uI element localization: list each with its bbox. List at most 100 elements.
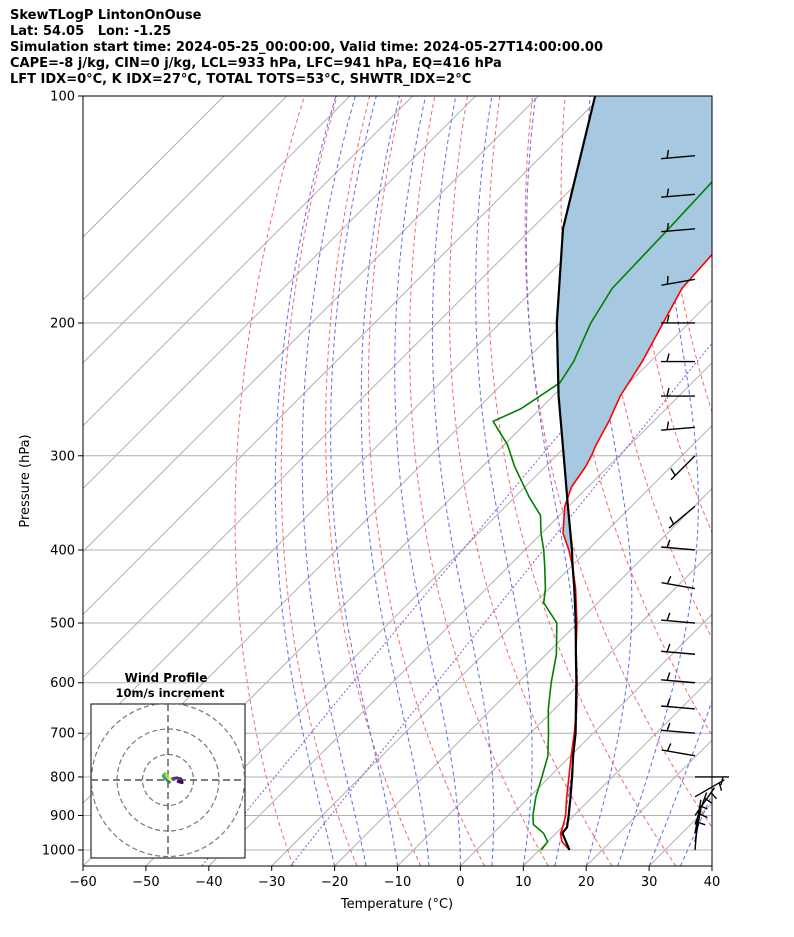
chart-location: Lat: 54.05 Lon: -1.25 bbox=[10, 24, 172, 39]
chart-title: SkewTLogP LintonOnOuse bbox=[10, 8, 202, 23]
wind-barb bbox=[661, 314, 695, 324]
dry-adiabat bbox=[524, 96, 712, 829]
x-tick-label: −40 bbox=[195, 875, 222, 890]
dry-adiabat bbox=[761, 96, 794, 866]
y-tick-label: 400 bbox=[50, 543, 75, 558]
cape-shading bbox=[557, 96, 712, 563]
moist-adiabat bbox=[617, 96, 699, 866]
moist-adiabat bbox=[431, 96, 495, 866]
isotherm-gridline bbox=[334, 487, 712, 866]
moist-adiabat bbox=[330, 96, 398, 866]
x-tick-label: −60 bbox=[69, 875, 96, 890]
wind-barb bbox=[661, 222, 696, 233]
x-tick-label: −50 bbox=[132, 875, 159, 890]
wind-barbs bbox=[661, 149, 729, 851]
isotherm-gridline bbox=[83, 96, 476, 490]
wind-barb bbox=[661, 421, 696, 431]
chart-other-indices: LFT IDX=0°C, K IDX=27°C, TOTAL TOTS=53°C… bbox=[10, 72, 472, 87]
y-tick-label: 1000 bbox=[42, 844, 75, 859]
dry-adiabat bbox=[280, 96, 358, 866]
isotherm-gridline bbox=[83, 96, 414, 427]
dry-adiabat bbox=[325, 96, 422, 866]
y-tick-label: 200 bbox=[50, 316, 75, 331]
x-tick-label: 30 bbox=[641, 875, 658, 890]
moist-adiabat bbox=[648, 699, 712, 866]
isotherm-gridline bbox=[397, 550, 712, 866]
moist-adiabat bbox=[360, 96, 430, 866]
data-layer bbox=[492, 96, 712, 851]
y-tick-label: 600 bbox=[50, 676, 75, 691]
mixing-ratio-line bbox=[201, 251, 712, 866]
y-tick-label: 100 bbox=[50, 90, 75, 105]
dry-adiabat bbox=[234, 96, 305, 866]
wind-barb bbox=[661, 698, 696, 710]
hodograph-title: Wind Profile bbox=[125, 671, 208, 685]
wind-barb bbox=[694, 792, 712, 825]
wind-barb bbox=[661, 275, 696, 286]
axes: −60 −50 −40 −30 −20 −10 0 10 20 30 40 100 200 300 400 5… bbox=[42, 90, 720, 891]
parcel-profile-line bbox=[555, 96, 597, 851]
wind-barb bbox=[694, 779, 725, 798]
isotherm-gridline bbox=[522, 676, 712, 866]
x-tick-label: −10 bbox=[384, 875, 411, 890]
wind-barb bbox=[661, 575, 696, 590]
chart-stability-indices: CAPE=-8 j/kg, CIN=0 j/kg, LCL=933 hPa, L… bbox=[10, 56, 502, 71]
y-axis-label: Pressure (hPa) bbox=[18, 434, 33, 527]
moist-adiabat bbox=[274, 96, 337, 866]
wind-barb bbox=[661, 353, 695, 363]
dry-adiabat bbox=[728, 96, 794, 866]
isotherm-gridline bbox=[83, 96, 665, 679]
dry-adiabat bbox=[487, 96, 677, 866]
isotherm-gridline bbox=[711, 865, 712, 866]
dewpoint-profile-line bbox=[492, 180, 712, 851]
dry-adiabat bbox=[629, 96, 712, 534]
wind-barb bbox=[661, 672, 696, 684]
chart-title-block: SkewTLogP LintonOnOuse Lat: 54.05 Lon: -… bbox=[10, 8, 603, 88]
wind-barb bbox=[694, 808, 708, 842]
isotherm-gridline bbox=[208, 362, 712, 866]
x-tick-label: 40 bbox=[704, 875, 721, 890]
y-tick-label: 300 bbox=[50, 449, 75, 464]
dry-adiabat bbox=[409, 96, 549, 866]
moist-adiabat bbox=[301, 96, 367, 866]
wind-barb bbox=[661, 612, 696, 624]
x-tick-label: 10 bbox=[515, 875, 532, 890]
chart-times: Simulation start time: 2024-05-25_00:00:… bbox=[10, 40, 603, 55]
hodograph-subtitle: 10m/s increment bbox=[116, 686, 225, 700]
wind-barb bbox=[661, 188, 696, 198]
y-tick-label: 500 bbox=[50, 617, 75, 632]
moist-adiabat bbox=[475, 96, 533, 866]
wind-barb bbox=[661, 539, 696, 551]
wind-barb bbox=[661, 722, 696, 734]
grid-layer bbox=[83, 96, 794, 866]
isotherm-gridline bbox=[145, 299, 712, 866]
dry-adiabat bbox=[367, 96, 485, 866]
moist-adiabat bbox=[394, 96, 461, 866]
x-axis-label: Temperature (°C) bbox=[340, 897, 453, 912]
hodograph-trace bbox=[167, 777, 173, 782]
mixing-ratio-line bbox=[290, 342, 712, 866]
isotherm-gridline bbox=[460, 613, 712, 866]
wind-barb bbox=[661, 743, 696, 757]
isotherm-gridline bbox=[271, 424, 712, 866]
moist-adiabat bbox=[711, 864, 712, 866]
x-tick-label: −30 bbox=[258, 875, 285, 890]
isotherm-gridline bbox=[83, 96, 288, 301]
x-tick-label: 0 bbox=[456, 875, 464, 890]
x-tick-label: 20 bbox=[578, 875, 595, 890]
hodograph-ring bbox=[91, 704, 245, 858]
wind-barb bbox=[661, 387, 695, 397]
y-tick-label: 900 bbox=[50, 809, 75, 824]
temperature-profile-line bbox=[559, 253, 712, 851]
isotherm-gridline bbox=[83, 96, 602, 616]
moist-adiabat bbox=[680, 792, 712, 866]
x-tick-label: −20 bbox=[321, 875, 348, 890]
isotherm-gridline bbox=[83, 96, 225, 238]
wind-barb bbox=[694, 787, 717, 816]
dry-adiabat bbox=[448, 96, 613, 866]
y-tick-label: 800 bbox=[50, 770, 75, 785]
wind-barb bbox=[661, 149, 696, 160]
wind-barb bbox=[670, 455, 696, 481]
wind-barb bbox=[661, 643, 696, 655]
